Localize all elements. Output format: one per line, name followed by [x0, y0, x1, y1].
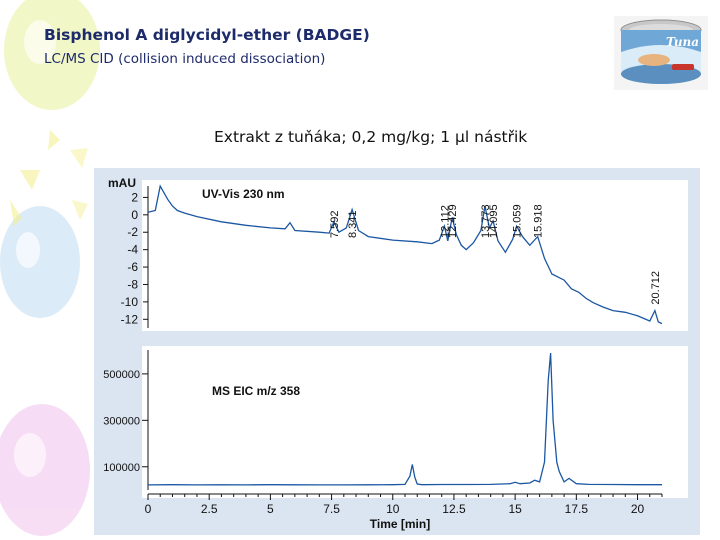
uv-y-tick-label: -2 — [127, 225, 138, 239]
uv-peak-label: 15.059 — [512, 204, 524, 238]
ms-xlabel: Time [min] — [370, 517, 430, 531]
uv-y-tick-label: 2 — [131, 190, 138, 204]
ms-panel: MS EIC m/z 358 Time [min] 500000 300000 10… — [103, 350, 663, 531]
can-brand-text: Tuna — [666, 35, 699, 49]
uv-ylabel: mAU — [108, 176, 136, 190]
balloon-yellow-icon — [4, 0, 100, 110]
ms-y-tick-label: 500000 — [103, 369, 140, 381]
ms-x-tick-label: 20 — [631, 502, 645, 516]
ms-trace-line — [147, 352, 662, 486]
confetti-icon — [10, 130, 88, 226]
ms-y-tick-label: 300000 — [103, 415, 140, 427]
chart-caption: Extrakt z tuňáka; 0,2 mg/kg; 1 µl nástři… — [214, 128, 528, 146]
chromatogram-chart: mAU UV-Vis 230 nm 20-2-4-6-8-10-127.592 8… — [94, 168, 700, 535]
uv-peak-label: 12.429 — [447, 204, 459, 238]
tuna-can-icon: Tuna — [614, 16, 708, 90]
ms-y-tick-label: 100000 — [103, 462, 140, 474]
ms-x-tick-label: 5 — [267, 502, 274, 516]
ms-x-tick-label: 10 — [386, 502, 400, 516]
uv-trace-label: UV-Vis 230 nm — [202, 187, 285, 201]
ms-x-tick-label: 15 — [508, 502, 522, 516]
uv-peak-label: 8.341 — [347, 210, 359, 238]
uv-y-tick-label: 0 — [131, 208, 138, 222]
ms-plot-area — [142, 346, 688, 498]
uv-peak-label: 20.712 — [650, 271, 662, 305]
uv-y-tick-label: -8 — [127, 277, 138, 291]
ms-trace-label: MS EIC m/z 358 — [212, 384, 300, 398]
uv-plot-area — [142, 180, 688, 331]
uv-peak-label: 12.112 — [439, 205, 451, 238]
ms-x-tick-label: 12.5 — [442, 502, 466, 516]
uv-panel: mAU UV-Vis 230 nm 2 0 -2 -4 -6 -8 -10 -12 7.592 8… — [108, 176, 663, 328]
uv-peak-label: 15.918 — [533, 204, 545, 238]
uv-y-tick-label: -12 — [121, 312, 139, 326]
ms-x-tick-label: 2.5 — [201, 502, 218, 516]
ms-x-tick-label: 0 — [145, 502, 152, 516]
uv-trace-line — [147, 184, 663, 325]
uv-y-tick-label: -10 — [121, 295, 139, 309]
uv-peak-label: 14.095 — [488, 204, 500, 238]
uv-peak-label: 13.773 — [480, 204, 492, 238]
ms-x-tick-label: 17.5 — [565, 502, 589, 516]
ms-x-tick-label: 7.5 — [323, 502, 340, 516]
balloon-pink-icon — [0, 404, 90, 536]
slide-title: Bisphenol A diglycidyl-ether (BADGE) — [44, 26, 370, 44]
uv-y-tick-label: -6 — [127, 260, 138, 274]
balloon-blue-icon — [0, 206, 80, 318]
uv-y-tick-label: -4 — [127, 243, 138, 257]
slide-subtitle: LC/MS CID (collision induced dissociatio… — [44, 51, 326, 67]
uv-peak-label: 7.592 — [329, 210, 341, 238]
